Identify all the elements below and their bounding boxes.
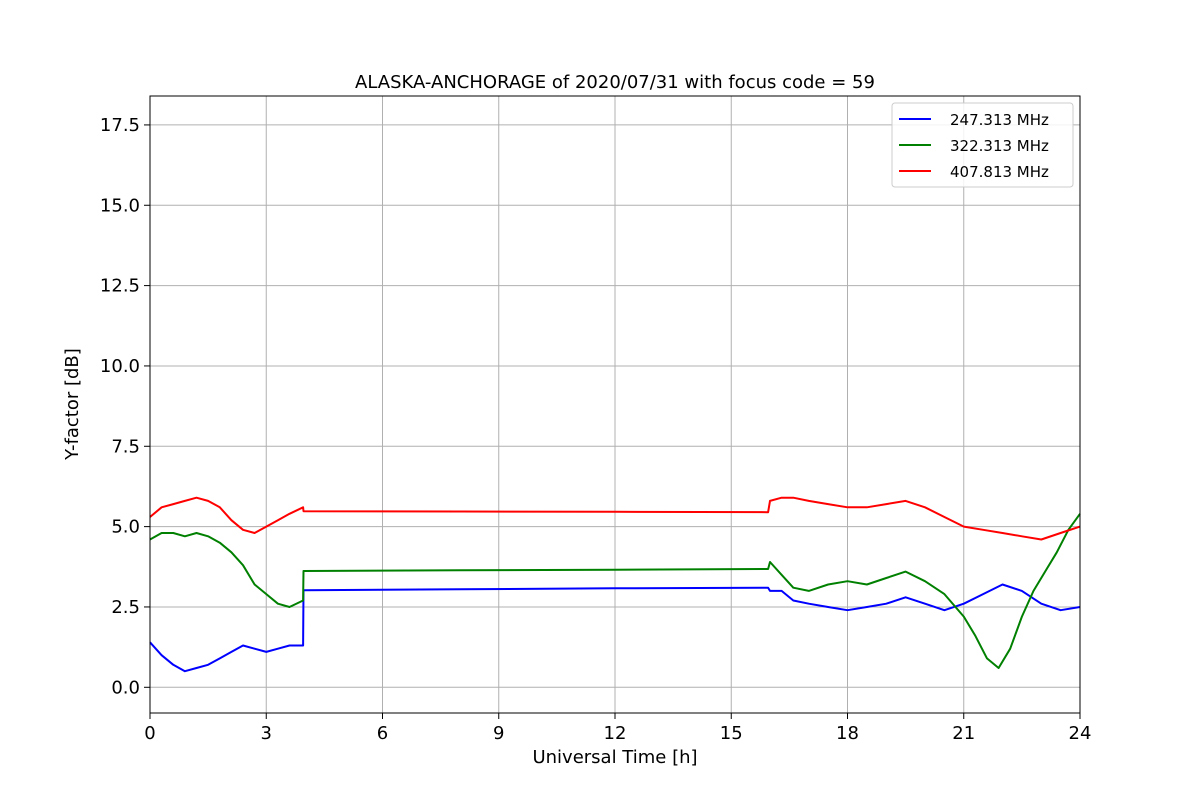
x-axis-label: Universal Time [h]: [532, 747, 697, 768]
y-tick-label: 0.0: [111, 677, 140, 698]
y-tick-label: 12.5: [100, 276, 140, 297]
chart-title: ALASKA-ANCHORAGE of 2020/07/31 with focu…: [355, 72, 875, 93]
x-tick-label: 12: [604, 723, 627, 744]
legend-box: [891, 102, 1074, 188]
y-tick-label: 17.5: [100, 115, 140, 136]
x-tick-label: 18: [836, 723, 859, 744]
x-tick-label: 15: [720, 723, 743, 744]
x-tick-label: 3: [261, 723, 272, 744]
y-tick-label: 15.0: [100, 195, 140, 216]
x-tick-label: 21: [952, 723, 975, 744]
legend-label-3: 407.813 MHz: [950, 163, 1049, 181]
x-tick-label: 6: [377, 723, 388, 744]
x-tick-label: 24: [1069, 723, 1092, 744]
series-line-1: [149, 583, 1081, 673]
y-tick-label: 2.5: [111, 597, 140, 618]
legend-label-1: 247.313 MHz: [950, 111, 1049, 129]
x-tick-label: 9: [493, 723, 504, 744]
y-tick-label: 10.0: [100, 356, 140, 377]
series-line-3: [149, 496, 1081, 541]
y-tick-label: 5.0: [111, 517, 140, 538]
y-tick-label: 7.5: [111, 436, 140, 457]
legend-label-2: 322.313 MHz: [950, 137, 1049, 155]
legend: 247.313 MHz 322.313 MHz 407.813 MHz: [891, 102, 1074, 188]
x-tick-label: 0: [144, 723, 155, 744]
series-line-2: [149, 513, 1081, 669]
y-axis-label: Y-factor [dB]: [62, 348, 83, 461]
ticks: 0 3 6 9 12 15 18 21 24 0.0 2.5 5.0 7.5 10.0 12.5 15.0 17…: [100, 115, 1092, 744]
series-group: [149, 496, 1081, 673]
